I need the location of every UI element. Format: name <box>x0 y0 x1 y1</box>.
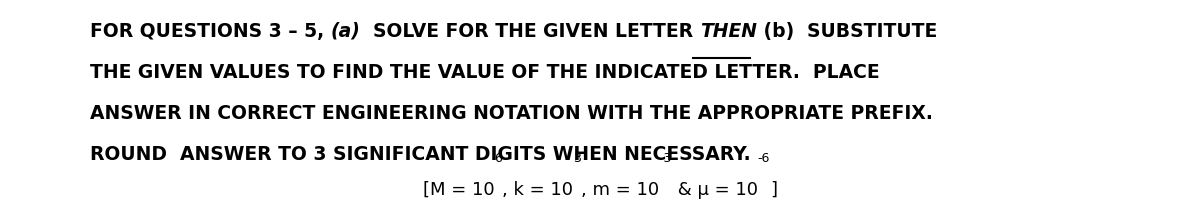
Text: [M = 10: [M = 10 <box>422 180 494 198</box>
Text: SUBSTITUTE: SUBSTITUTE <box>794 22 937 41</box>
Text: 6: 6 <box>494 151 503 164</box>
Text: -6: -6 <box>757 151 770 164</box>
Text: , m = 10: , m = 10 <box>581 180 659 198</box>
Text: ]: ] <box>770 180 778 198</box>
Text: , k = 10: , k = 10 <box>503 180 574 198</box>
Text: FOR QUESTIONS 3 – 5,: FOR QUESTIONS 3 – 5, <box>90 22 331 41</box>
Text: 3: 3 <box>574 151 581 164</box>
Text: & μ = 10: & μ = 10 <box>672 180 757 198</box>
Text: (b): (b) <box>757 22 794 41</box>
Text: (a): (a) <box>331 22 360 41</box>
Text: ROUND  ANSWER TO 3 SIGNIFICANT DIGITS WHEN NECESSARY.: ROUND ANSWER TO 3 SIGNIFICANT DIGITS WHE… <box>90 144 751 163</box>
Text: THEN: THEN <box>700 22 757 41</box>
Text: SOLVE FOR THE GIVEN LETTER: SOLVE FOR THE GIVEN LETTER <box>360 22 700 41</box>
Text: -3: -3 <box>659 151 672 164</box>
Text: THE GIVEN VALUES TO FIND THE VALUE OF THE INDICATED LETTER.  PLACE: THE GIVEN VALUES TO FIND THE VALUE OF TH… <box>90 63 880 82</box>
Text: ANSWER IN CORRECT ENGINEERING NOTATION WITH THE APPROPRIATE PREFIX.: ANSWER IN CORRECT ENGINEERING NOTATION W… <box>90 103 932 122</box>
